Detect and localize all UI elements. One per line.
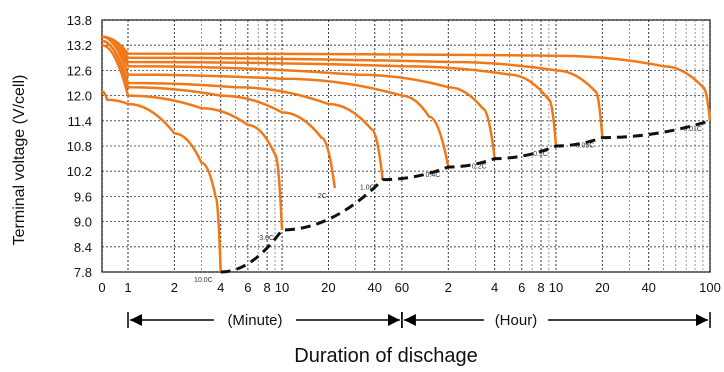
y-tick-label: 10.8 (67, 139, 92, 154)
curves: 10.0C 3.0C 2C 1.0C 0.4C 0.2C 0.1C 0.05C 0.01C (101, 35, 712, 284)
y-tick-label: 7.8 (74, 265, 92, 280)
x-tick-label: 10 (549, 280, 563, 295)
series-label: 0.01C (683, 126, 702, 133)
x-tick-label: 0 (98, 280, 105, 295)
y-tick-label: 13.8 (67, 13, 92, 28)
series-line (101, 35, 604, 138)
y-tick-label: 12.0 (67, 89, 92, 104)
x-tick-label: 4 (217, 280, 224, 295)
x-tick-label: 8 (537, 280, 544, 295)
series-line (101, 43, 284, 231)
y-tick-label: 9.0 (74, 215, 92, 230)
x-tick-label: 40 (368, 280, 382, 295)
x-tick-label: 20 (595, 280, 609, 295)
series-label: 0.05C (576, 143, 595, 150)
series-label: 3.0C (259, 235, 274, 242)
series-label: 10.0C (194, 277, 213, 284)
range-label-bg (483, 310, 548, 330)
y-tick-label: 12.6 (67, 63, 92, 78)
x-tick-label: 100 (699, 280, 721, 295)
x-tick-label: 60 (395, 280, 409, 295)
x-tick-label: 6 (244, 280, 251, 295)
y-tick-label: 8.4 (74, 240, 92, 255)
x-tick-label: 1 (124, 280, 131, 295)
y-tick-label: 9.6 (74, 189, 92, 204)
x-tick-label: 6 (518, 280, 525, 295)
x-tick-label: 40 (641, 280, 655, 295)
grid (101, 19, 711, 273)
range-label-bg (213, 310, 296, 330)
x-tick-label: 20 (321, 280, 335, 295)
series-line (101, 35, 450, 168)
y-tick-label: 11.4 (68, 114, 92, 129)
series-label: 2C (318, 193, 327, 200)
series-line (101, 35, 712, 121)
x-tick-label: 10 (275, 280, 289, 295)
x-tick-label: 2 (171, 280, 178, 295)
series-label: 1.0C (360, 185, 375, 192)
y-tick-label: 13.2 (67, 38, 92, 53)
x-tick-label: 4 (491, 280, 498, 295)
series-line (101, 35, 496, 159)
x-tick-label: 2 (445, 280, 452, 295)
x-axis-label: Duration of dischage (294, 345, 477, 367)
range-arrows: (Minute) (Hour) (127, 310, 711, 330)
tick-labels: 7.8 8.4 9.0 9.6 10.2 10.8 11.4 12.0 12.6 13.2 13.8… (67, 13, 721, 295)
y-tick-label: 10.2 (67, 164, 92, 179)
series-line (101, 39, 337, 189)
y-axis-label: Terminal voltage (V/cell) (11, 75, 28, 246)
range-label: (Hour) (495, 312, 538, 329)
x-tick-label: 8 (263, 280, 270, 295)
series-label: 0.2C (472, 164, 487, 171)
series-line (101, 39, 384, 180)
cutoff-line (220, 119, 711, 274)
series-label: 0.4C (425, 172, 440, 179)
series-line (101, 35, 558, 147)
series-line (101, 90, 222, 273)
range-label: (Minute) (227, 312, 282, 329)
series-label: 0.1C (533, 151, 548, 158)
